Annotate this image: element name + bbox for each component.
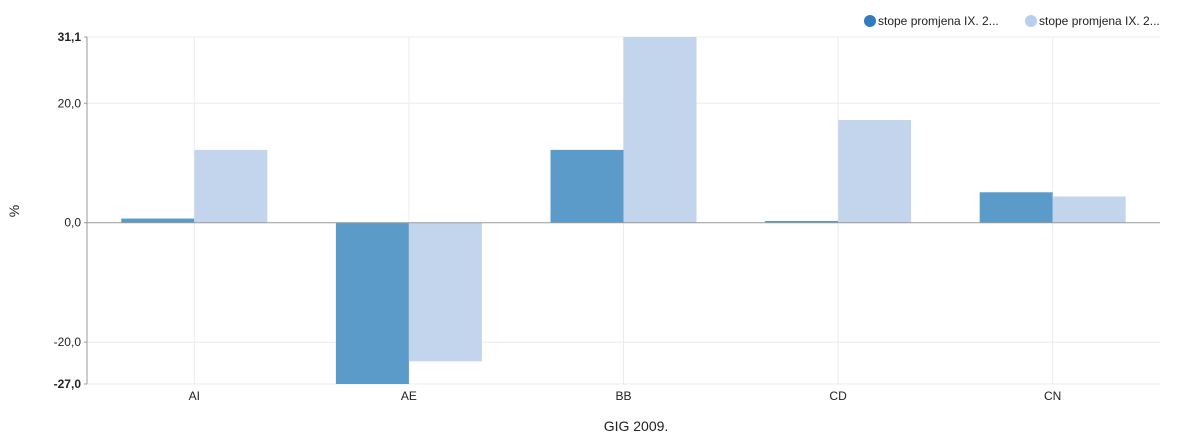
legend[interactable]: stope promjena IX. 2... stope promjena IX… — [864, 14, 1160, 28]
bar-ai-series-1[interactable] — [121, 218, 195, 223]
x-tick-label: BB — [615, 389, 631, 403]
y-tick-label: 20,0 — [58, 96, 82, 110]
bar-bb-series-1[interactable] — [550, 149, 624, 223]
x-axis-title: GIG 2009. — [604, 418, 669, 433]
legend-label: stope promjena IX. 2... — [878, 14, 999, 28]
axes — [86, 37, 1160, 384]
legend-item-series-2[interactable]: stope promjena IX. 2... — [1025, 14, 1160, 28]
legend-label: stope promjena IX. 2... — [1039, 14, 1160, 28]
x-tick-labels: AI AE BB CD CN — [189, 389, 1062, 403]
y-tick-label: 0,0 — [64, 216, 81, 230]
bar-ai-series-2[interactable] — [194, 149, 268, 223]
bars — [121, 37, 1126, 384]
x-tick-label: CD — [829, 389, 847, 403]
bar-cn-series-2[interactable] — [1052, 196, 1126, 223]
y-tick-label: 31,1 — [58, 30, 82, 44]
y-tick-label: -27,0 — [54, 377, 82, 391]
legend-item-series-1[interactable]: stope promjena IX. 2... — [864, 14, 999, 28]
bar-cd-series-2[interactable] — [838, 120, 912, 223]
bar-cn-series-1[interactable] — [979, 192, 1053, 223]
y-tick-labels: 31,1 20,0 0,0 -20,0 -27,0 — [54, 30, 87, 391]
bar-ae-series-1[interactable] — [335, 222, 409, 384]
bar-cd-series-1[interactable] — [765, 220, 839, 223]
y-axis-title: % — [6, 205, 22, 217]
y-tick-label: -20,0 — [54, 335, 82, 349]
bar-ae-series-2[interactable] — [408, 222, 482, 362]
legend-marker — [1025, 15, 1037, 27]
legend-marker — [864, 15, 876, 27]
x-tick-label: AI — [189, 389, 200, 403]
x-tick-label: CN — [1044, 389, 1061, 403]
bar-bb-series-2[interactable] — [623, 37, 697, 223]
x-tick-label: AE — [401, 389, 417, 403]
